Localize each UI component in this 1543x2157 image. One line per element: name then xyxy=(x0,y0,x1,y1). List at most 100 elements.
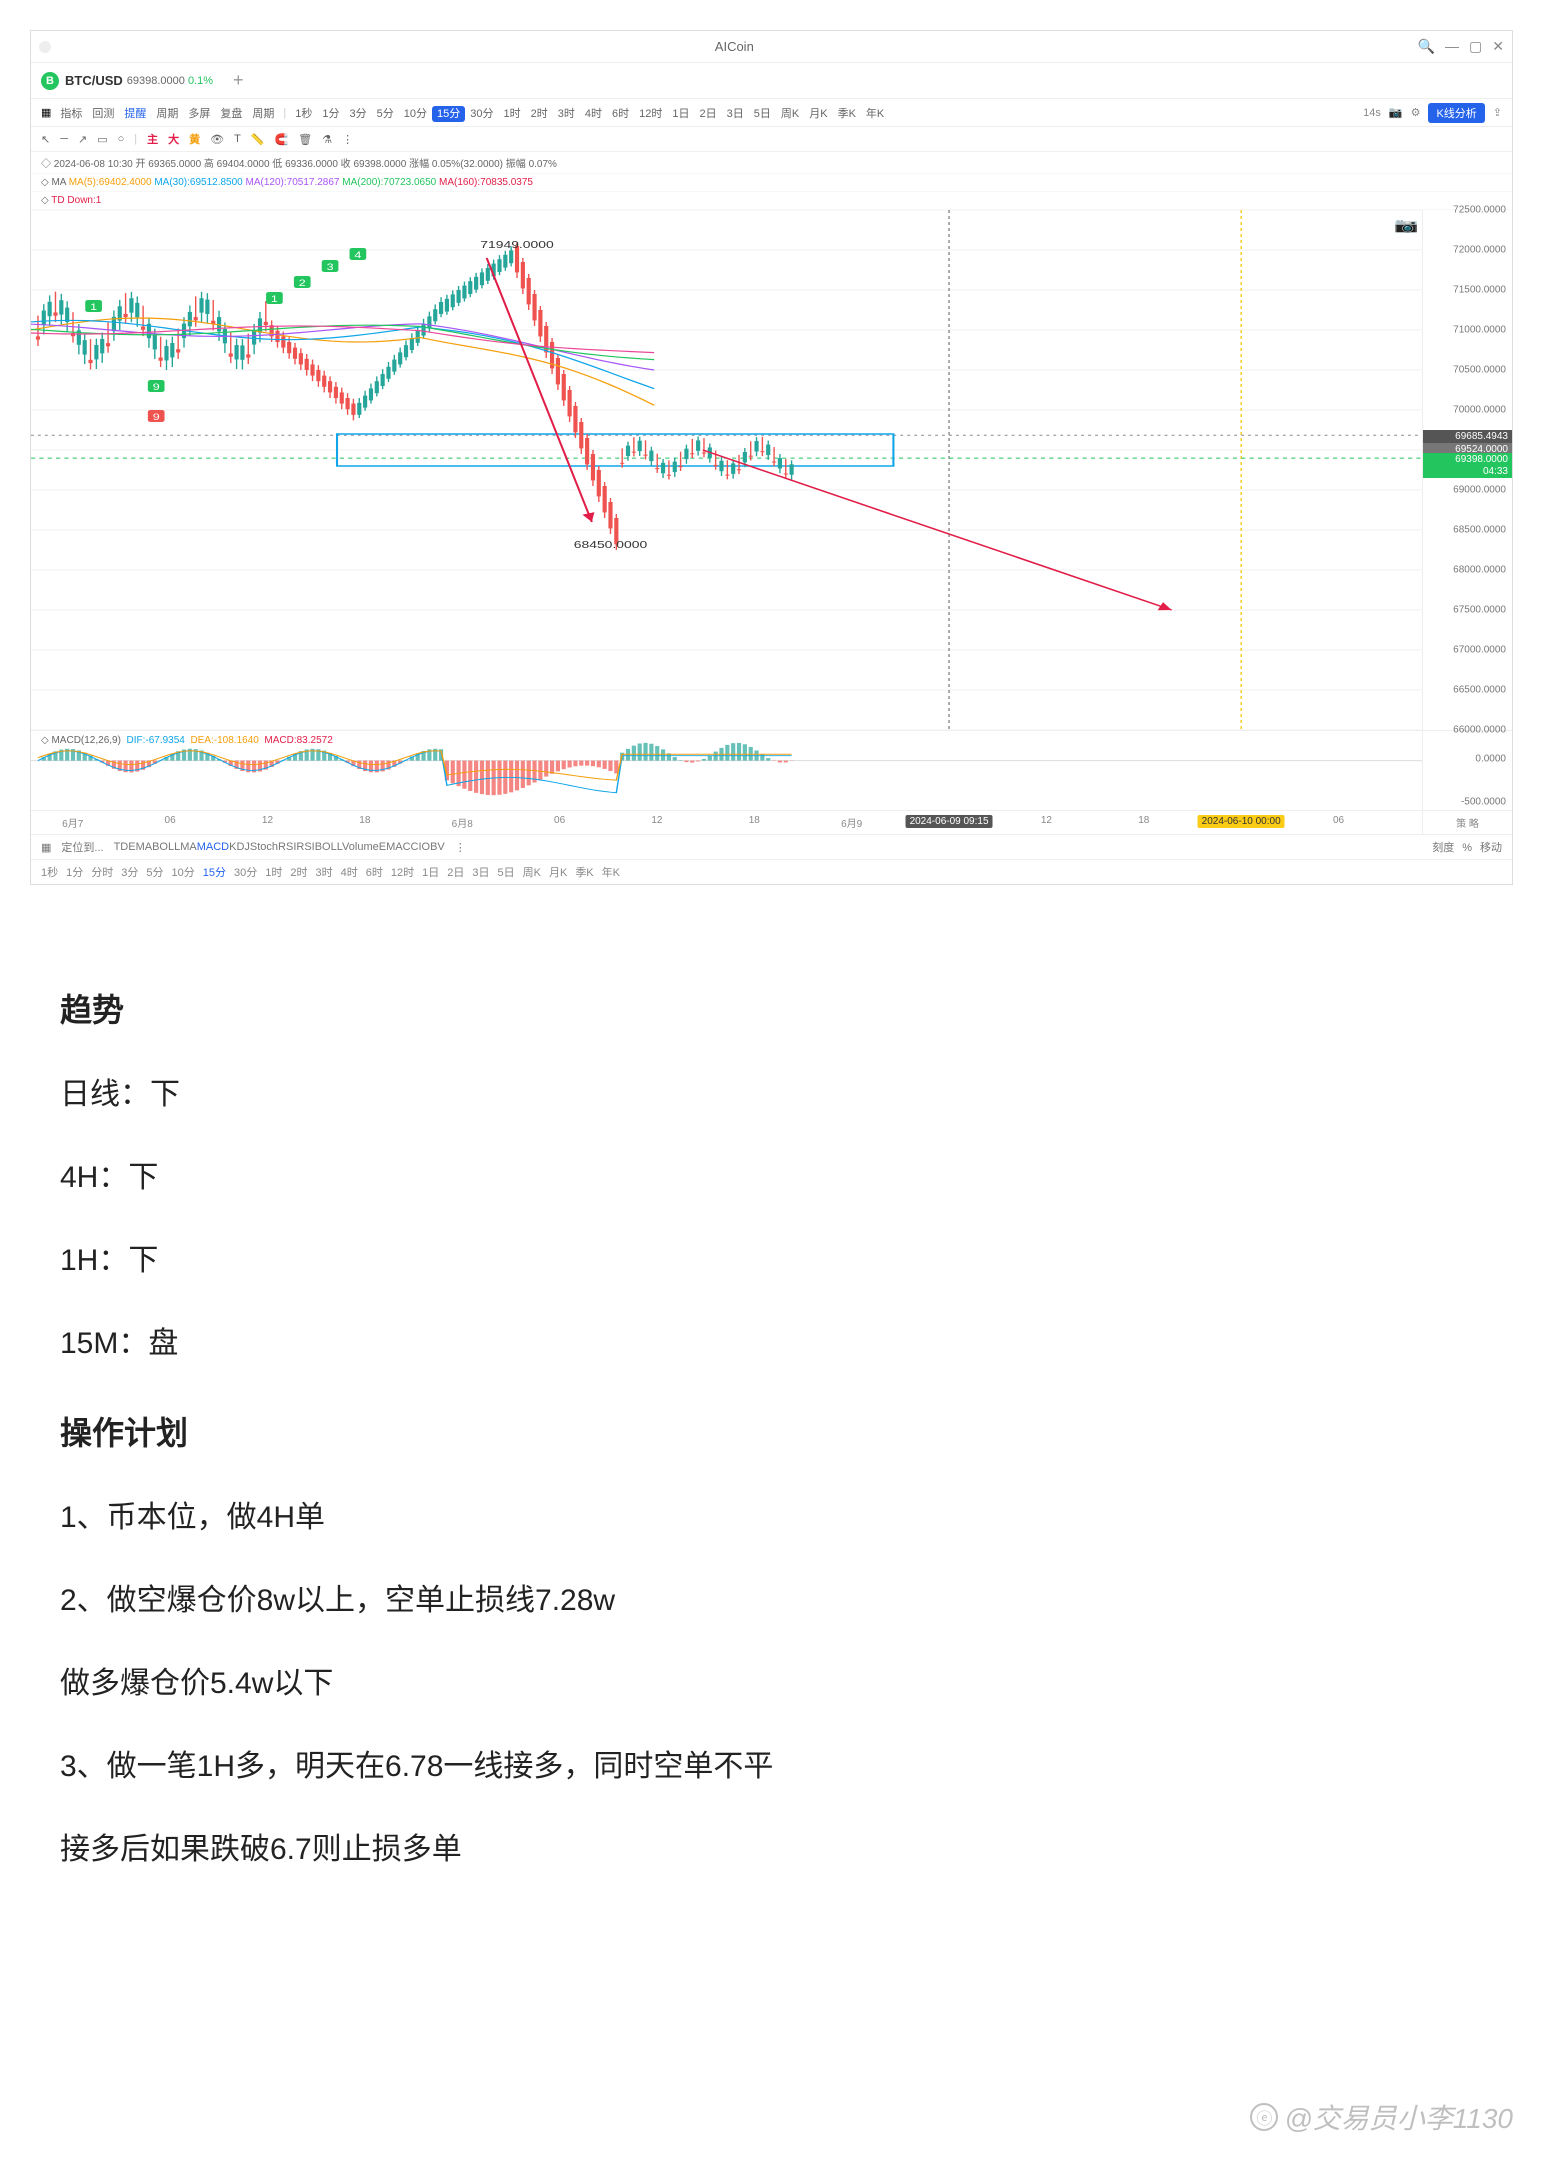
btf-3日[interactable]: 3日 xyxy=(472,864,489,880)
btf-6时[interactable]: 6时 xyxy=(366,864,383,880)
grid-icon[interactable]: ▦ xyxy=(41,106,51,119)
da-label[interactable]: 大 xyxy=(168,131,179,147)
zhu-label[interactable]: 主 xyxy=(147,131,158,147)
indicator-TD[interactable]: TD xyxy=(114,841,129,853)
settings-icon[interactable]: ⚙ xyxy=(1411,106,1421,119)
indicator-BOLL[interactable]: BOLL xyxy=(315,841,342,853)
tf-30分[interactable]: 30分 xyxy=(465,106,498,122)
magnet-icon[interactable]: 🧲 xyxy=(275,133,289,146)
xaxis-right[interactable]: 策 略 xyxy=(1422,811,1512,834)
candlestick-chart[interactable]: 191234971949.000068450.0000📷 xyxy=(31,210,1422,730)
tf-10分[interactable]: 10分 xyxy=(399,106,432,122)
btf-分时[interactable]: 分时 xyxy=(91,864,113,880)
chart-area[interactable]: 191234971949.000068450.0000📷 72500.00007… xyxy=(31,210,1512,730)
tf-2时[interactable]: 2时 xyxy=(526,106,553,122)
btf-30分[interactable]: 30分 xyxy=(234,864,257,880)
toolbar-item-6[interactable]: 周期 xyxy=(247,106,279,122)
btf-2日[interactable]: 2日 xyxy=(447,864,464,880)
locate-button[interactable]: 定位到... xyxy=(61,839,103,855)
trend-icon[interactable]: ↗ xyxy=(78,133,87,146)
rect-icon[interactable]: ▭ xyxy=(97,133,107,146)
indicator-KDJ[interactable]: KDJ xyxy=(229,841,250,853)
filter-icon[interactable]: ⚗ xyxy=(322,133,332,146)
tf-12时[interactable]: 12时 xyxy=(634,106,667,122)
btf-4时[interactable]: 4时 xyxy=(341,864,358,880)
btf-5日[interactable]: 5日 xyxy=(498,864,515,880)
btf-15分[interactable]: 15分 xyxy=(203,864,226,880)
tf-3日[interactable]: 3日 xyxy=(722,106,749,122)
btf-10分[interactable]: 10分 xyxy=(172,864,195,880)
tf-4时[interactable]: 4时 xyxy=(580,106,607,122)
tf-5分[interactable]: 5分 xyxy=(372,106,399,122)
btf-月K[interactable]: 月K xyxy=(549,864,567,880)
pair-name[interactable]: BTC/USD xyxy=(65,73,123,88)
indicator-StochRSI[interactable]: StochRSI xyxy=(250,841,296,853)
ind-right-移动[interactable]: 移动 xyxy=(1480,842,1502,854)
toolbar-item-2[interactable]: 提醒 xyxy=(119,106,151,122)
btf-1秒[interactable]: 1秒 xyxy=(41,864,58,880)
toolbar-item-4[interactable]: 多屏 xyxy=(183,106,215,122)
btf-2时[interactable]: 2时 xyxy=(290,864,307,880)
btf-12时[interactable]: 12时 xyxy=(391,864,414,880)
eye-icon[interactable]: 👁 xyxy=(210,133,224,146)
tf-月K[interactable]: 月K xyxy=(804,106,832,122)
minimize-icon[interactable]: — xyxy=(1445,38,1459,55)
btf-3分[interactable]: 3分 xyxy=(121,864,138,880)
plan-line: 做多爆仓价5.4w以下 xyxy=(60,1660,1483,1708)
indicator-CCI[interactable]: CCI xyxy=(403,841,422,853)
indicator-EMA[interactable]: EMA xyxy=(379,841,403,853)
toolbar-item-1[interactable]: 回测 xyxy=(87,106,119,122)
line-icon[interactable]: ─ xyxy=(60,133,68,145)
btf-1时[interactable]: 1时 xyxy=(265,864,282,880)
trash-icon[interactable]: 🗑 xyxy=(298,133,312,146)
text-icon[interactable]: T xyxy=(234,133,241,145)
btf-5分[interactable]: 5分 xyxy=(146,864,163,880)
camera-icon[interactable]: 📷 xyxy=(1389,106,1403,119)
tf-3时[interactable]: 3时 xyxy=(553,106,580,122)
indicator-more[interactable]: ⋮ xyxy=(455,841,466,854)
btf-年K[interactable]: 年K xyxy=(602,864,620,880)
indicator-MA[interactable]: MA xyxy=(180,841,197,853)
tf-6时[interactable]: 6时 xyxy=(607,106,634,122)
indicator-EMA[interactable]: EMA xyxy=(128,841,152,853)
tf-2日[interactable]: 2日 xyxy=(695,106,722,122)
indicator-BOLL[interactable]: BOLL xyxy=(152,841,180,853)
shape-icon[interactable]: ○ xyxy=(118,133,125,145)
indicator-Volume[interactable]: Volume xyxy=(342,841,379,853)
search-icon[interactable]: 🔍 xyxy=(1418,38,1435,55)
toolbar-item-0[interactable]: 指标 xyxy=(55,106,87,122)
grid-icon-2[interactable]: ▦ xyxy=(41,841,51,854)
huang-label[interactable]: 黄 xyxy=(189,131,200,147)
toolbar-item-5[interactable]: 复盘 xyxy=(215,106,247,122)
tf-周K[interactable]: 周K xyxy=(776,106,804,122)
more-icon[interactable]: ⋮ xyxy=(342,133,353,146)
tf-15分[interactable]: 15分 xyxy=(432,106,465,122)
tf-1时[interactable]: 1时 xyxy=(499,106,526,122)
indicator-OBV[interactable]: OBV xyxy=(422,841,445,853)
tab-add-button[interactable]: + xyxy=(233,70,244,91)
btf-1分[interactable]: 1分 xyxy=(66,864,83,880)
tf-季K[interactable]: 季K xyxy=(833,106,861,122)
tf-1分[interactable]: 1分 xyxy=(317,106,344,122)
tf-1日[interactable]: 1日 xyxy=(667,106,694,122)
tf-5日[interactable]: 5日 xyxy=(749,106,776,122)
indicator-MACD[interactable]: MACD xyxy=(197,841,229,853)
btf-1日[interactable]: 1日 xyxy=(422,864,439,880)
indicator-RSI[interactable]: RSI xyxy=(296,841,314,853)
share-icon[interactable]: ⇪ xyxy=(1493,106,1502,119)
maximize-icon[interactable]: ▢ xyxy=(1469,38,1482,55)
menu-dot[interactable] xyxy=(39,41,51,53)
ind-right-刻度[interactable]: 刻度 xyxy=(1432,842,1454,854)
btf-周K[interactable]: 周K xyxy=(523,864,541,880)
ind-right-%[interactable]: % xyxy=(1462,842,1472,854)
tf-年K[interactable]: 年K xyxy=(861,106,889,122)
toolbar-item-3[interactable]: 周期 xyxy=(151,106,183,122)
tf-1秒[interactable]: 1秒 xyxy=(290,106,317,122)
btf-季K[interactable]: 季K xyxy=(575,864,593,880)
ruler-icon[interactable]: 📏 xyxy=(251,133,265,146)
tf-3分[interactable]: 3分 xyxy=(345,106,372,122)
btf-3时[interactable]: 3时 xyxy=(316,864,333,880)
close-icon[interactable]: ✕ xyxy=(1492,38,1504,55)
cursor-icon[interactable]: ↖ xyxy=(41,133,50,146)
analysis-button[interactable]: K线分析 xyxy=(1428,103,1484,123)
